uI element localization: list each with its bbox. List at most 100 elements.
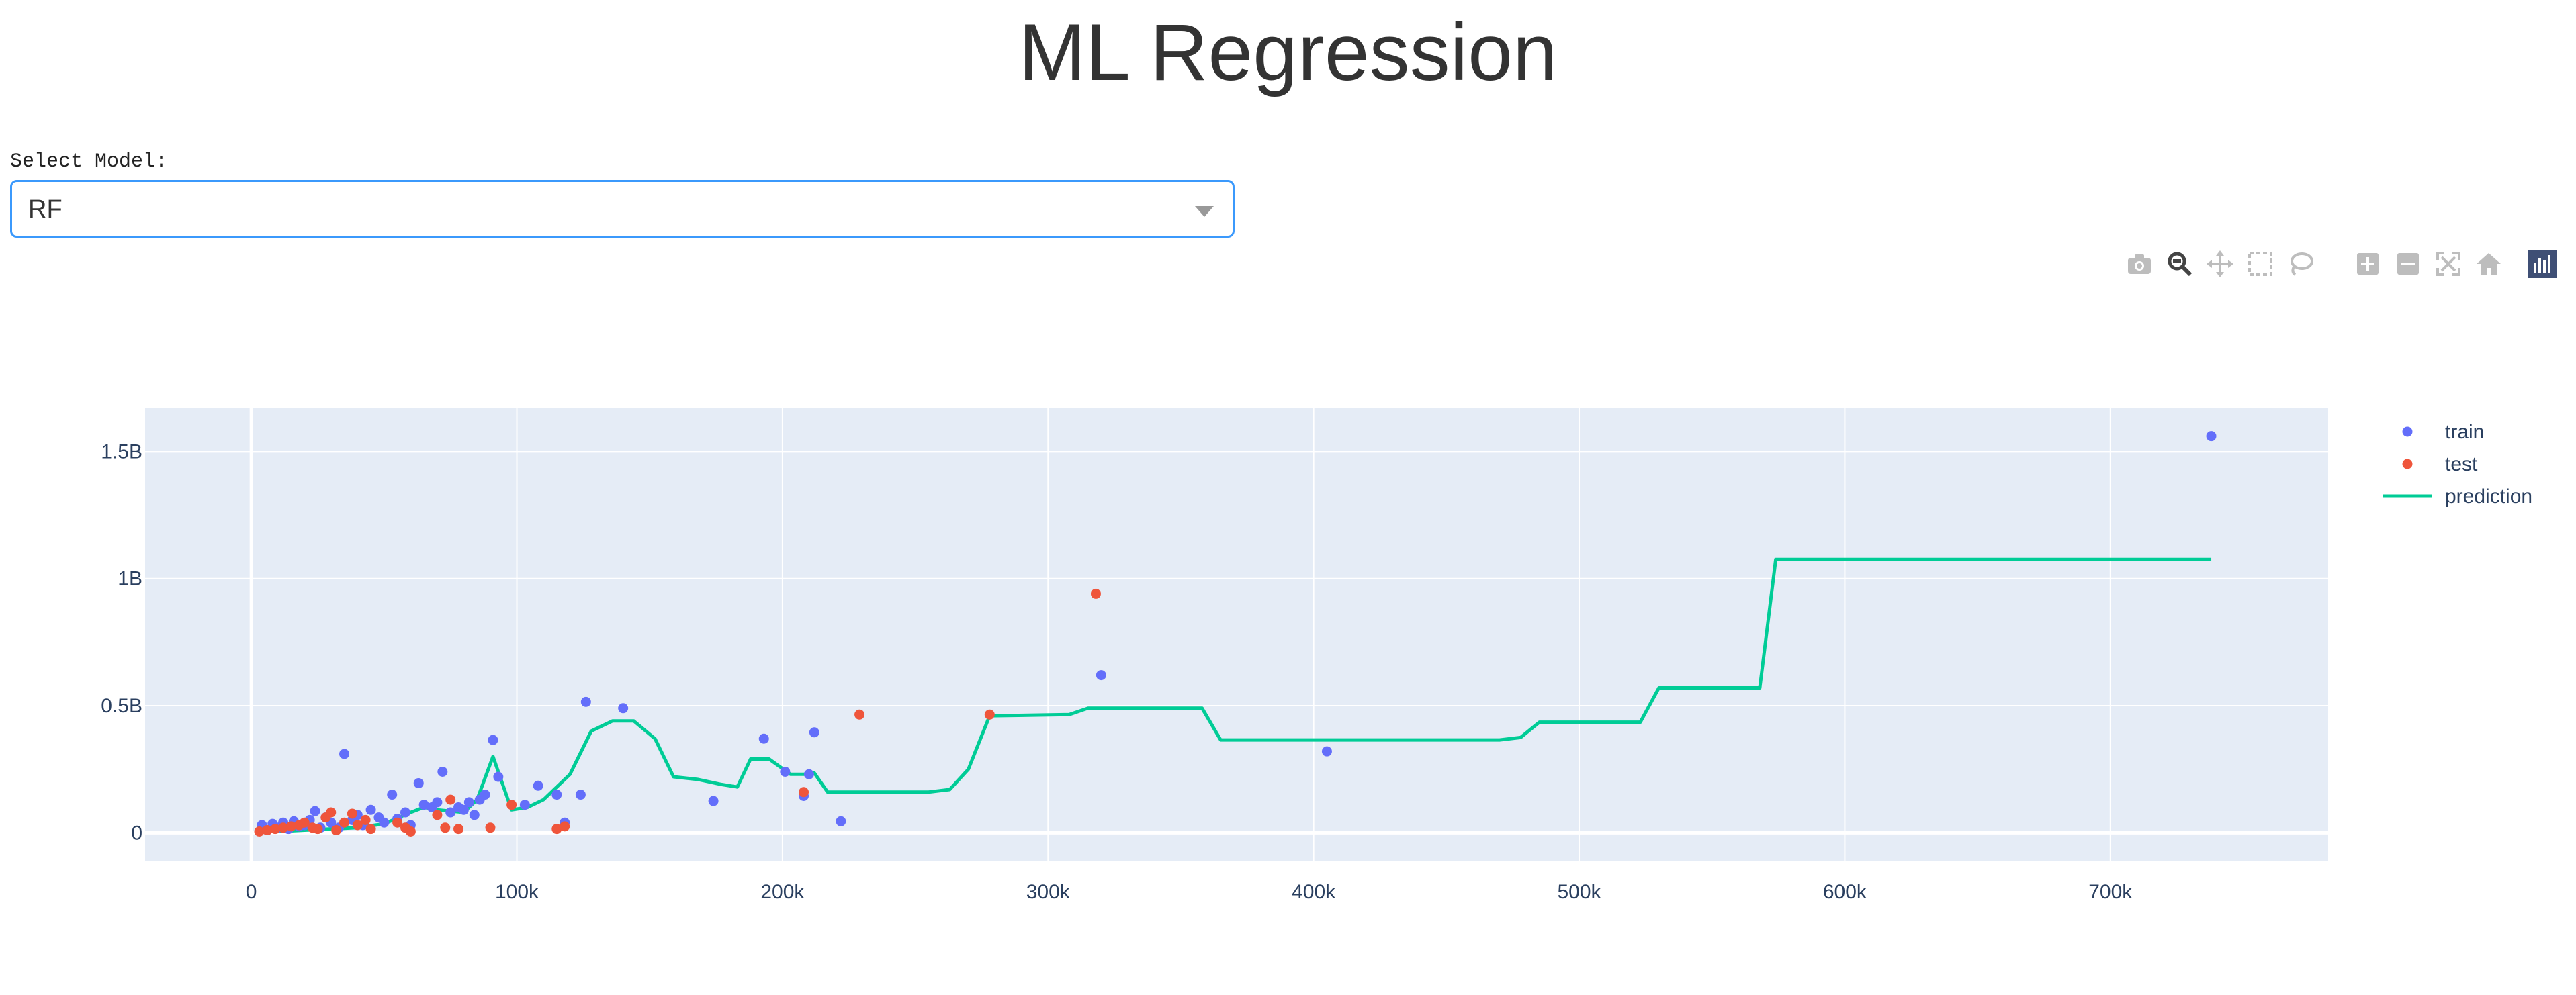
train-point	[803, 769, 814, 779]
y-tick-label: 1.5B	[101, 440, 142, 463]
test-point	[254, 826, 265, 837]
legend-label-train: train	[2445, 421, 2484, 443]
train-point	[437, 766, 448, 777]
box-select-icon[interactable]	[2244, 247, 2277, 281]
plotly-logo-icon[interactable]	[2526, 247, 2559, 281]
train-point	[533, 780, 543, 791]
test-point	[331, 825, 342, 836]
train-point	[458, 804, 469, 815]
train-point	[708, 796, 719, 806]
autoscale-icon[interactable]	[2432, 247, 2465, 281]
train-point	[1096, 670, 1106, 681]
plot-area	[145, 408, 2328, 861]
test-point	[485, 822, 496, 833]
select-model-label: Select Model:	[10, 150, 168, 173]
test-point	[278, 822, 289, 833]
x-tick-label: 0	[246, 881, 257, 903]
y-tick-label: 0.5B	[101, 695, 142, 717]
page-title: ML Regression	[1018, 7, 1558, 97]
lasso-select-icon[interactable]	[2284, 247, 2317, 281]
train-point	[488, 735, 498, 745]
train-point	[445, 807, 456, 818]
train-point	[2206, 431, 2217, 442]
model-dropdown[interactable]: RF	[10, 180, 1235, 238]
legend-label-prediction: prediction	[2445, 485, 2532, 508]
test-point	[392, 817, 403, 828]
test-point	[339, 817, 350, 828]
x-tick-label: 200k	[760, 881, 805, 903]
legend-item-test[interactable]: test	[2402, 453, 2479, 475]
test-point	[453, 824, 464, 835]
model-dropdown-value: RF	[28, 195, 62, 224]
train-point	[387, 790, 398, 800]
test-point	[1090, 588, 1101, 599]
data-layer	[254, 431, 2217, 837]
train-point	[519, 800, 530, 810]
legend-swatch-test	[2402, 459, 2413, 469]
zoom-icon[interactable]	[2163, 247, 2196, 281]
train-point	[1321, 746, 1332, 757]
x-tick-label: 500k	[1558, 881, 1602, 903]
train-point	[551, 790, 562, 800]
axis-ticks: 0 100k 200k 300k 400k 500k 600k 700k 0 0.5B 1B 1.5B	[101, 440, 2133, 903]
test-point	[299, 817, 310, 828]
test-point	[360, 814, 371, 825]
train-point	[493, 771, 504, 782]
y-tick-label: 1B	[118, 568, 142, 590]
test-point	[984, 709, 995, 720]
train-point	[339, 749, 350, 759]
test-point	[326, 807, 337, 818]
test-point	[506, 800, 517, 810]
legend-label-test: test	[2445, 453, 2478, 475]
train-point	[809, 727, 819, 738]
test-point	[352, 820, 363, 831]
train-point	[413, 778, 424, 789]
pan-icon[interactable]	[2203, 247, 2237, 281]
train-point	[758, 733, 769, 744]
y-tick-label: 0	[131, 822, 142, 844]
x-tick-label: 600k	[1823, 881, 1867, 903]
legend-swatch-train	[2402, 426, 2413, 437]
test-point	[347, 808, 357, 819]
x-tick-label: 400k	[1292, 881, 1336, 903]
test-point	[854, 709, 865, 720]
test-point	[285, 821, 296, 832]
test-point	[432, 810, 443, 820]
test-point	[262, 825, 273, 836]
test-point	[365, 824, 376, 835]
train-point	[463, 797, 474, 808]
legend[interactable]: train test prediction	[2383, 421, 2532, 508]
reset-axes-icon[interactable]	[2472, 247, 2505, 281]
train-point	[836, 816, 846, 826]
x-tick-label: 100k	[495, 881, 539, 903]
train-point	[379, 817, 390, 828]
zoom-out-icon[interactable]	[2391, 247, 2425, 281]
camera-icon[interactable]	[2123, 247, 2156, 281]
train-point	[618, 703, 629, 714]
x-tick-label: 300k	[1026, 881, 1071, 903]
train-point	[418, 800, 429, 810]
train-point	[580, 696, 591, 707]
train-point	[780, 766, 791, 777]
test-point	[312, 824, 323, 835]
test-point	[270, 824, 281, 835]
legend-item-train[interactable]: train	[2402, 421, 2485, 443]
train-point	[575, 790, 586, 800]
test-point	[799, 787, 809, 798]
train-point	[310, 806, 320, 816]
test-point	[440, 822, 451, 833]
x-tick-label: 700k	[2088, 881, 2133, 903]
train-point	[400, 807, 410, 818]
legend-item-prediction[interactable]: prediction	[2383, 485, 2532, 508]
zoom-in-icon[interactable]	[2351, 247, 2385, 281]
train-point	[480, 790, 490, 800]
test-point	[551, 824, 562, 835]
train-point	[432, 797, 443, 808]
test-point	[445, 794, 456, 805]
grid-lines	[145, 408, 2328, 861]
train-point	[469, 810, 480, 820]
test-point	[560, 821, 570, 832]
train-point	[365, 804, 376, 815]
chevron-down-icon[interactable]	[1195, 206, 1214, 217]
